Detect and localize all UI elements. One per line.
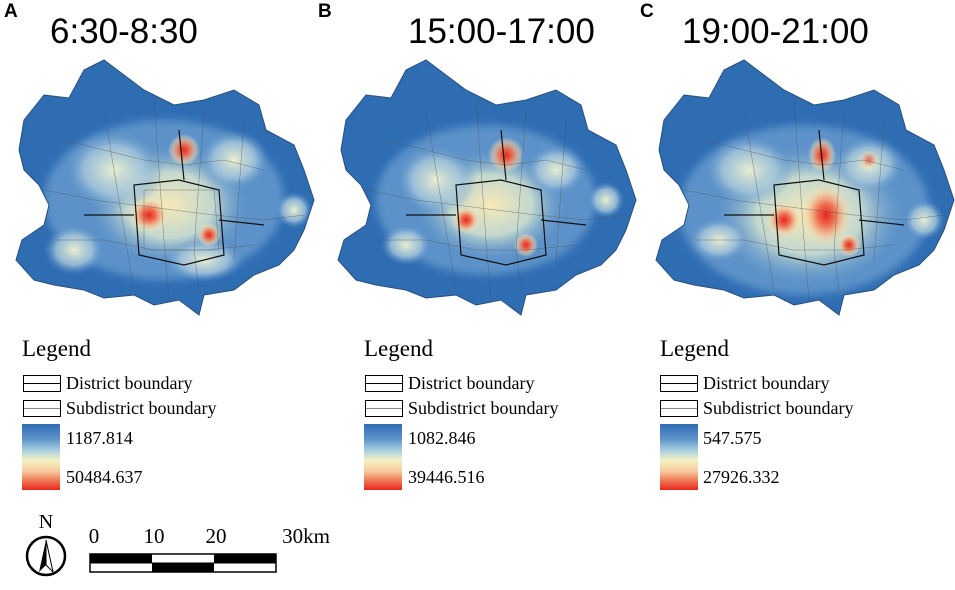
subdistrict-boundary-label: Subdistrict boundary (408, 398, 559, 418)
scale-and-north: N 0 10 20 30km (20, 510, 350, 585)
panel-letter: B (318, 1, 332, 22)
hotspot (197, 223, 221, 247)
hotspot (800, 183, 852, 247)
hotspot (859, 150, 879, 170)
north-arrow-icon (25, 535, 67, 577)
ramp-top-label: 547.575 (703, 428, 762, 448)
color-ramp (660, 424, 698, 490)
north-label: N (39, 511, 53, 533)
hotspot (837, 233, 861, 257)
scale-graphic: N 0 10 20 30km (25, 511, 330, 577)
panel-letter: C (640, 1, 654, 22)
hotspot (514, 233, 538, 257)
color-ramp (364, 424, 402, 490)
legend-title: Legend (22, 336, 91, 361)
subdistrict-boundary-swatch (365, 400, 403, 417)
subdistrict-boundary-label: Subdistrict boundary (703, 398, 854, 418)
hotspot (168, 134, 200, 166)
scale-bar (89, 553, 277, 573)
scale-tick-0: 0 (89, 524, 100, 548)
panel-letter: A (4, 1, 18, 22)
district-boundary-swatch (23, 375, 61, 392)
panel-title: 19:00-21:00 (682, 12, 869, 51)
panel-c: C 19:00-21:00 (636, 0, 955, 500)
district-boundary-label: District boundary (408, 373, 535, 393)
hotspot (452, 206, 480, 234)
color-ramp (22, 424, 60, 490)
legend-title: Legend (364, 336, 433, 361)
heatmap-map (337, 59, 637, 316)
subdistrict-boundary-swatch (23, 400, 61, 417)
ramp-top-label: 1187.814 (66, 428, 133, 448)
panel-a: A 6:30-8:30 (0, 0, 318, 500)
subdistrict-boundary-swatch (660, 400, 698, 417)
panel-b: B 15:00-17:00 (318, 0, 637, 500)
ramp-bottom-label: 27926.332 (703, 467, 780, 487)
hotspot (766, 202, 802, 238)
district-boundary-label: District boundary (66, 373, 193, 393)
heatmap-map (15, 59, 315, 316)
scale-tick-1: 10 (144, 524, 165, 548)
subdistrict-boundary-label: Subdistrict boundary (66, 398, 217, 418)
hotspot (488, 137, 524, 173)
hotspot (129, 197, 169, 233)
legend-title: Legend (660, 336, 729, 361)
panel-title: 6:30-8:30 (50, 12, 198, 51)
scale-tick-2: 20 (206, 524, 227, 548)
district-boundary-swatch (660, 375, 698, 392)
heatmap-map (655, 59, 955, 316)
district-boundary-label: District boundary (703, 373, 830, 393)
ramp-bottom-label: 50484.637 (66, 467, 143, 487)
scale-tick-3: 30km (282, 524, 330, 548)
ramp-top-label: 1082.846 (408, 428, 476, 448)
district-boundary-swatch (365, 375, 403, 392)
panel-title: 15:00-17:00 (408, 12, 595, 51)
ramp-bottom-label: 39446.516 (408, 467, 485, 487)
